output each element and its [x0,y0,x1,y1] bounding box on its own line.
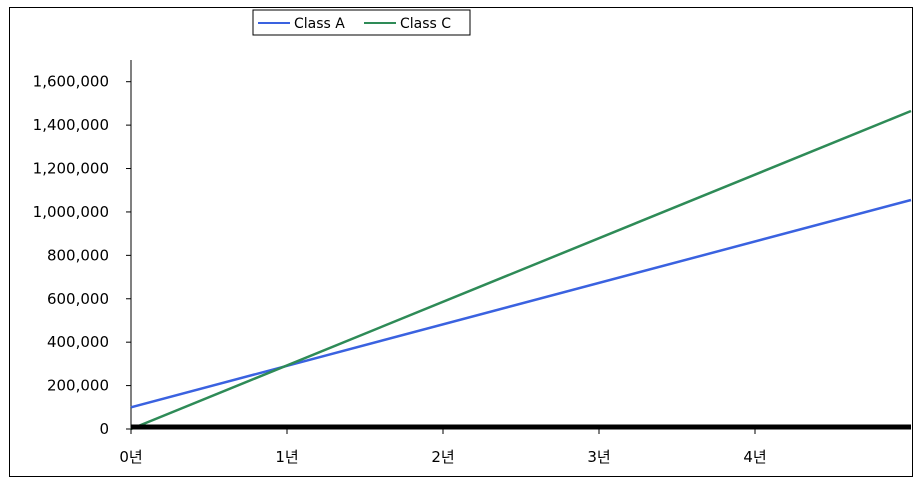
legend-label-class-a: Class A [294,16,345,32]
y-tick-label: 1,400,000 [33,116,109,134]
y-tick-label: 600,000 [47,290,109,308]
y-tick-label: 1,000,000 [33,203,109,221]
legend: Class A Class C [252,9,471,36]
x-tick-label: 4년 [743,448,766,466]
plot-area [130,109,912,431]
x-axis: 0년 1년 2년 3년 4년 [119,424,911,466]
y-tick-label: 400,000 [47,333,109,351]
chart-frame [9,7,913,477]
x-tick-label: 0년 [119,448,142,466]
y-tick-label: 1,600,000 [33,73,109,91]
x-tick-label: 2년 [431,448,454,466]
series-line-class-c [130,109,912,431]
x-tick-label: 1년 [275,448,298,466]
x-tick-label: 3년 [587,448,610,466]
y-tick-label: 0 [99,420,109,438]
y-tick-label: 200,000 [47,377,109,395]
legend-label-class-c: Class C [400,16,451,32]
series-line-class-a [130,198,912,409]
y-tick-label: 1,200,000 [33,160,109,178]
y-axis: 0 200,000 400,000 600,000 800,000 1,000,000 1,… [33,60,132,438]
y-tick-label: 800,000 [47,246,109,264]
